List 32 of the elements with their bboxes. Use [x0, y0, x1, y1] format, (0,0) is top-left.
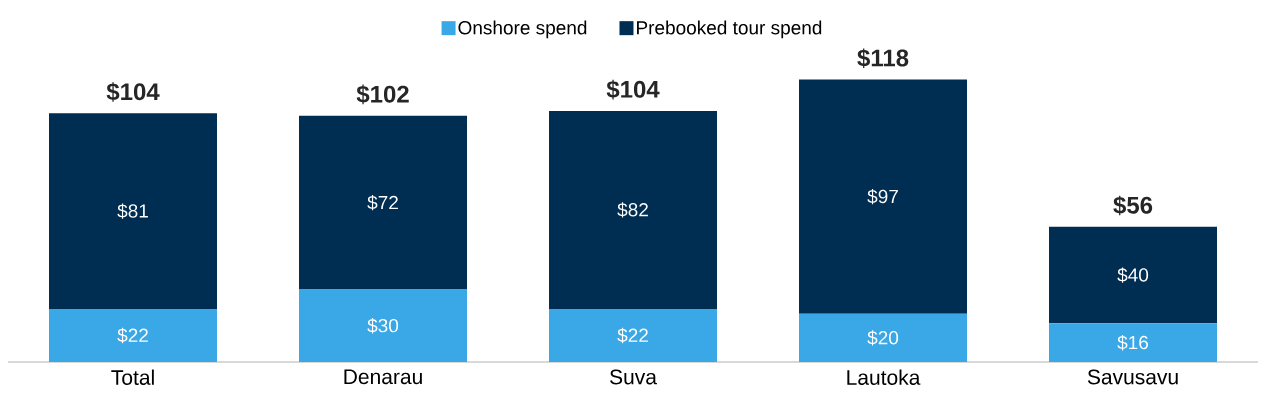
total-label: $118: [857, 48, 909, 69]
bar: [49, 308, 218, 362]
total-label: $104: [106, 82, 160, 102]
data-label: $30: [367, 318, 399, 334]
legend-label: Onshore spend: [458, 20, 587, 39]
x-tick-label: Denarau: [344, 369, 422, 385]
data-label: $16: [1117, 335, 1149, 351]
x-tick-label: Savusavu: [1087, 369, 1178, 385]
bar: [1049, 226, 1218, 324]
data-label: $81: [117, 203, 148, 219]
x-tick-label: Total: [111, 369, 154, 385]
total-label: $104: [606, 79, 660, 100]
legend-label: Prebooked tour spend: [637, 20, 822, 39]
data-label: $97: [867, 188, 898, 205]
bar: [49, 113, 218, 309]
data-label: $82: [617, 202, 648, 218]
x-tick-label: Lautoka: [847, 369, 921, 385]
total-label: $56: [1113, 195, 1153, 216]
bar: [299, 115, 468, 290]
data-label: $20: [867, 330, 899, 346]
bar: [799, 313, 968, 362]
data-label: $72: [367, 194, 398, 211]
data-label: $40: [1117, 267, 1149, 283]
bar: [1049, 323, 1218, 362]
x-tick-label: Suva: [610, 369, 657, 385]
bar: [549, 110, 718, 309]
data-label: $22: [617, 327, 648, 344]
bar: [549, 308, 718, 362]
total-label: $102: [356, 84, 409, 105]
bar: [799, 79, 968, 314]
bar: [299, 289, 468, 362]
data-label: $22: [117, 327, 148, 344]
